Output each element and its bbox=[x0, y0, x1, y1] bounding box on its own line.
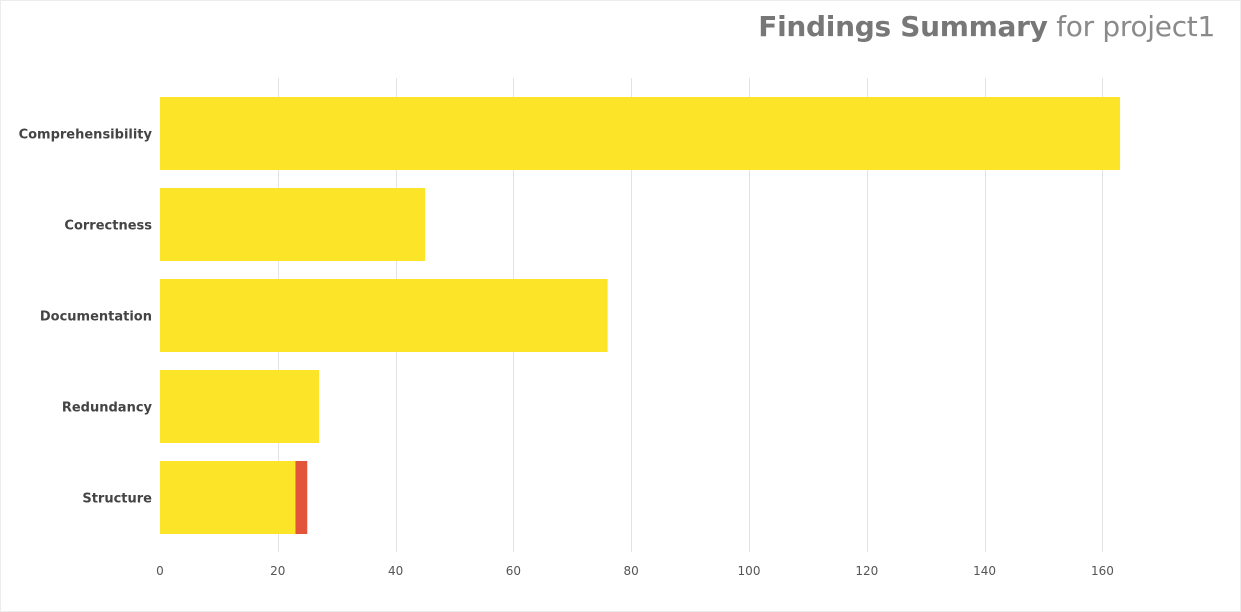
x-tick-label: 20 bbox=[270, 564, 285, 578]
bar-documentation-series-0 bbox=[160, 279, 608, 352]
bars bbox=[160, 97, 1121, 534]
chart-title-suffix: for project1 bbox=[1056, 10, 1215, 43]
x-tick-labels: 0 20 40 60 80 100 120 140 160 bbox=[156, 564, 1114, 578]
x-tick-label: 40 bbox=[388, 564, 403, 578]
bar-comprehensibility-series-0 bbox=[160, 97, 1121, 170]
bar-correctness-series-0 bbox=[160, 188, 426, 261]
category-label: Redundancy bbox=[62, 401, 153, 416]
chart-title: Findings Summary for project1 bbox=[758, 10, 1215, 43]
bar-structure-series-0 bbox=[160, 461, 296, 534]
x-tick-label: 160 bbox=[1091, 564, 1114, 578]
x-tick-label: 60 bbox=[506, 564, 521, 578]
x-tick-label: 0 bbox=[156, 564, 164, 578]
category-label: Documentation bbox=[40, 310, 152, 325]
x-tick-label: 120 bbox=[855, 564, 878, 578]
chart-title-main: Findings Summary bbox=[758, 10, 1048, 43]
x-tick-label: 100 bbox=[738, 564, 761, 578]
category-label: Structure bbox=[82, 492, 152, 507]
bar-redundancy-series-0 bbox=[160, 370, 320, 443]
category-labels: Comprehensibility Correctness Documentatio… bbox=[19, 128, 153, 507]
category-label: Comprehensibility bbox=[19, 128, 153, 143]
bar-structure-series-1 bbox=[295, 461, 308, 534]
category-label: Correctness bbox=[64, 219, 152, 234]
x-tick-label: 140 bbox=[973, 564, 996, 578]
x-tick-label: 80 bbox=[624, 564, 639, 578]
